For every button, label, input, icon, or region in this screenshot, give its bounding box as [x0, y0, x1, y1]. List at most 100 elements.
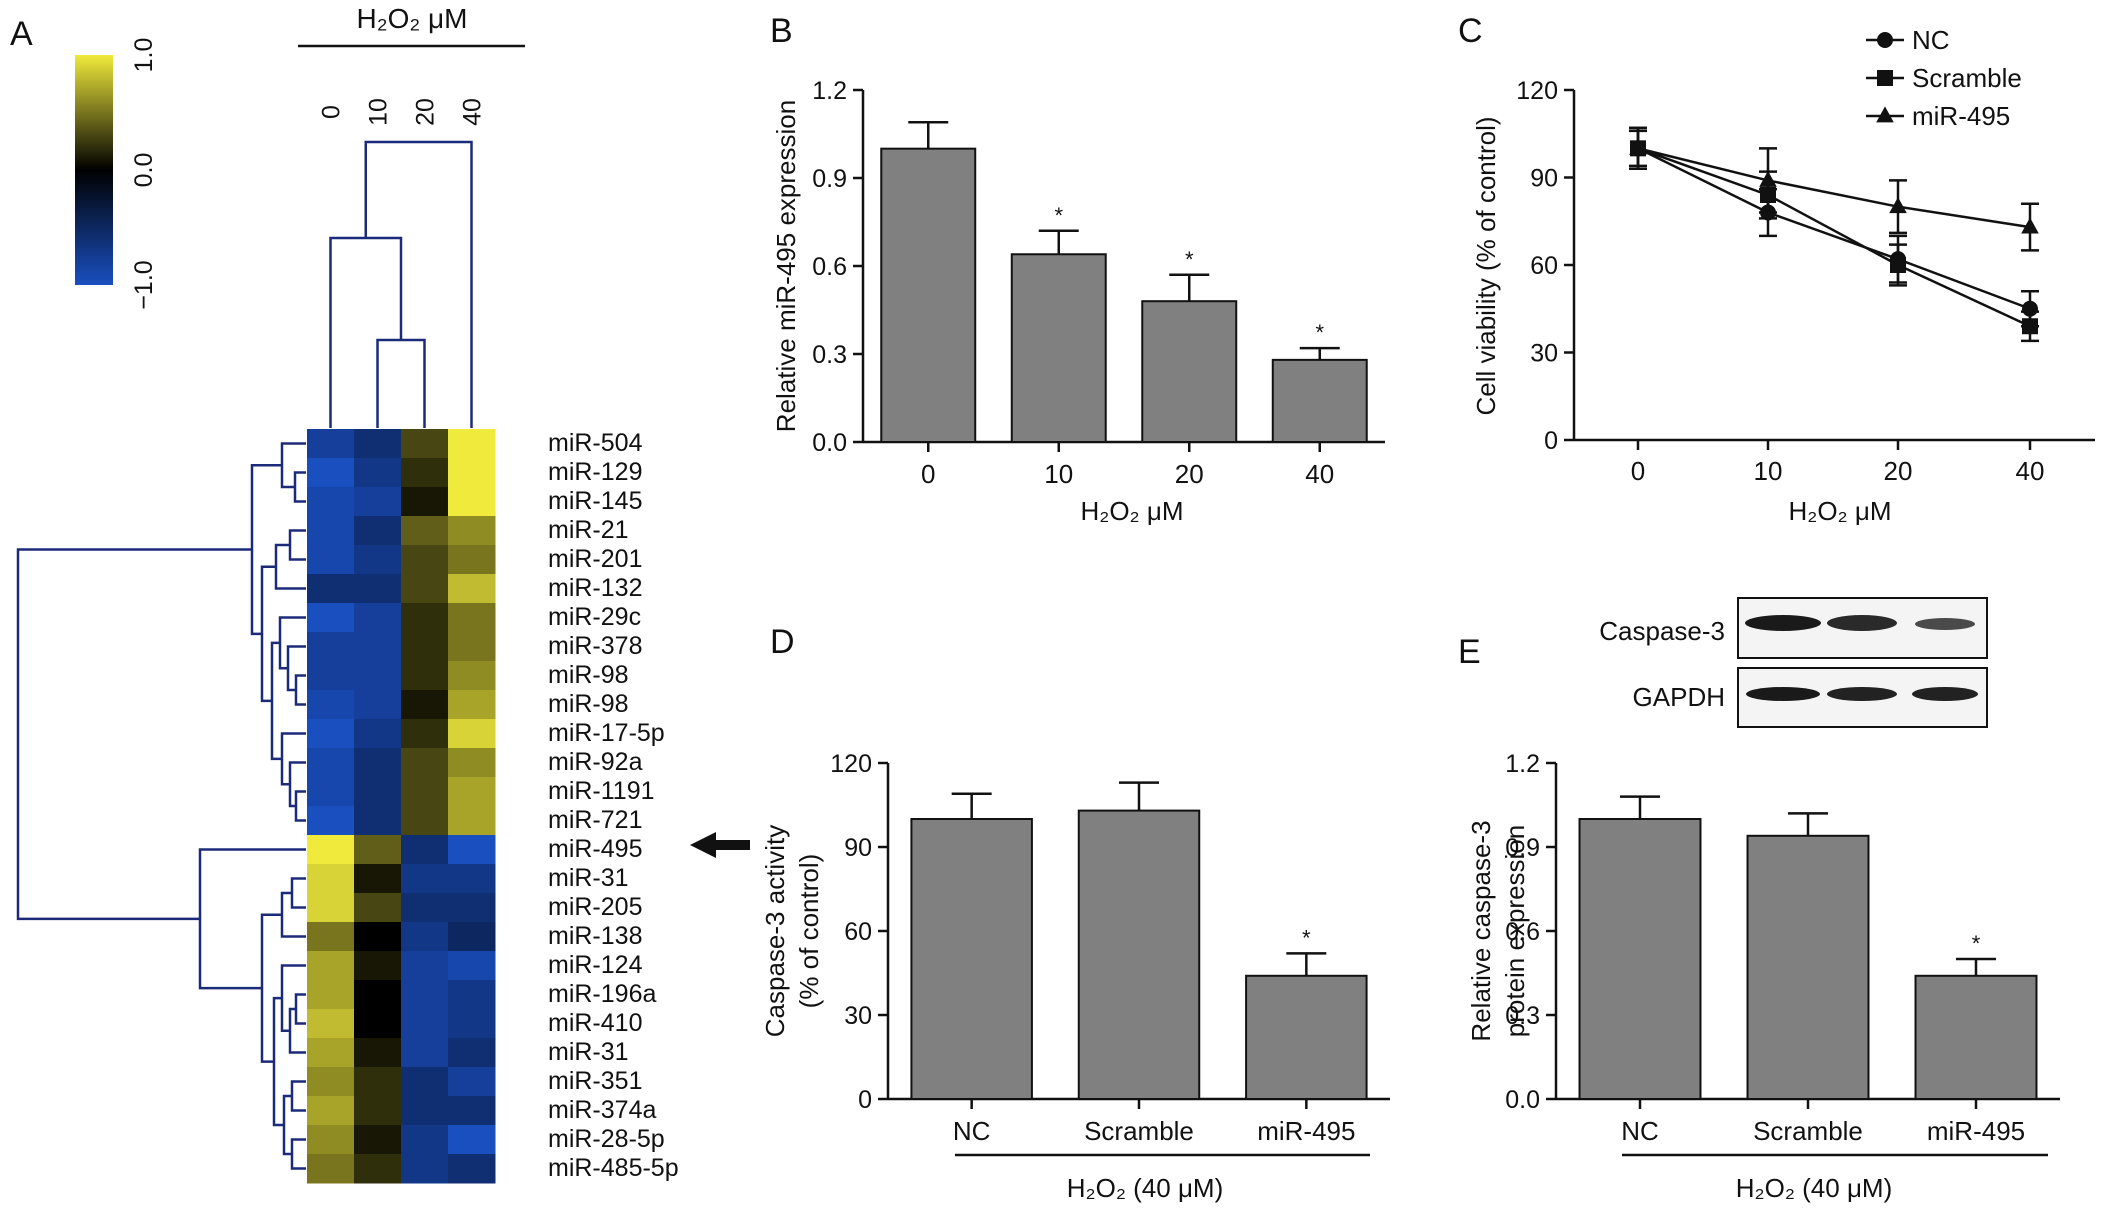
bar [1746, 834, 1870, 1100]
heatmap-cells [307, 429, 496, 1184]
heatmap-cell [307, 661, 355, 691]
heatmap-cell [448, 1009, 496, 1039]
heatmap-cell [354, 545, 402, 575]
dendrogram-branch [280, 964, 306, 1032]
blot-band [1912, 687, 1978, 701]
blot-band [1746, 687, 1820, 701]
heatmap-cell [354, 1096, 402, 1126]
heatmap-cell [401, 1125, 449, 1155]
heatmap-row-label: miR-196a [548, 980, 656, 1008]
heatmap-cell [448, 1125, 496, 1155]
heatmap-row-label: miR-201 [548, 545, 642, 573]
heatmap-cell [401, 487, 449, 517]
heatmap-cell [448, 574, 496, 604]
heatmap-cell [307, 922, 355, 952]
y-axis-label: Caspase-3 activity [760, 825, 790, 1037]
x-tick-label: 20 [1884, 456, 1913, 486]
heatmap-row-label: miR-410 [548, 1009, 642, 1037]
heatmap-column-label: 0 [318, 105, 346, 119]
heatmap-row-label: miR-1191 [548, 777, 655, 805]
heatmap-cell [401, 980, 449, 1010]
marker-triangle [1876, 106, 1894, 123]
heatmap-row-label: miR-145 [548, 487, 642, 515]
marker-square [1877, 70, 1893, 86]
heatmap-cell [448, 516, 496, 546]
heatmap-cell [401, 661, 449, 691]
panel-e: E Caspase-3 GAPDH 0.0 0.3 0.6 0.9 1.2 NC Scram… [1458, 597, 2060, 1203]
heatmap-cell [448, 1154, 496, 1184]
heatmap-cell [354, 980, 402, 1010]
heatmap-row-label: miR-98 [548, 690, 629, 718]
dendrogram-branch [294, 790, 306, 822]
x-tick-label: 20 [1175, 459, 1204, 489]
heatmap-row-label: miR-124 [548, 951, 643, 979]
panel-letter-c: C [1458, 12, 1483, 50]
x-axis-label: H₂O₂ μM [1788, 496, 1891, 526]
heatmap-cell [448, 719, 496, 749]
heatmap-column-labels: 0 10 20 40 [318, 98, 487, 126]
bar [1141, 300, 1238, 444]
heatmap-cell [354, 748, 402, 778]
heatmap-cell [307, 545, 355, 575]
heatmap-cell [307, 574, 355, 604]
dendrogram-branch [288, 529, 306, 561]
heatmap-cell [354, 893, 402, 923]
heatmap-row-label: miR-29c [548, 603, 641, 631]
heatmap-column-label: 20 [412, 98, 440, 126]
heatmap-row-label: miR-495 [548, 835, 642, 863]
heatmap-cell [401, 835, 449, 865]
heatmap-cell [448, 1096, 496, 1126]
heatmap-row-label: miR-17-5p [548, 719, 665, 747]
blot-band [1827, 615, 1897, 631]
x-tick-label: NC [1621, 1116, 1659, 1146]
heatmap-cell [401, 545, 449, 575]
bar [1245, 974, 1368, 1100]
heatmap-cell [354, 922, 402, 952]
heatmap-cell [307, 632, 355, 662]
y-tick-label: 1.2 [812, 77, 847, 105]
series-line [1637, 147, 2031, 328]
dendrogram-branch [364, 140, 473, 428]
y-tick-label: 0 [858, 1086, 872, 1114]
y-axis-label: protein expression [1500, 825, 1530, 1037]
heatmap-row-label: miR-31 [548, 1038, 629, 1066]
dendrogram-branch [250, 464, 282, 636]
heatmap-row-label: miR-98 [548, 661, 629, 689]
heatmap-cell [354, 1154, 402, 1184]
heatmap-cell [307, 1038, 355, 1068]
heatmap-row-label: miR-504 [548, 429, 643, 457]
significance-marker: * [1302, 925, 1311, 950]
western-blot: Caspase-3 GAPDH [1599, 597, 1988, 728]
heatmap-cell [401, 893, 449, 923]
colorbar-tick-label: −1.0 [130, 260, 158, 309]
legend-label: Scramble [1912, 63, 2022, 93]
heatmap-row-label: miR-31 [548, 864, 629, 892]
heatmap-cell [354, 864, 402, 894]
y-axis-label: Cell viability (% of control) [1471, 116, 1501, 415]
dendrogram-branch [329, 236, 403, 428]
heatmap-cell [448, 1038, 496, 1068]
dendrogram-branch [294, 674, 306, 706]
marker-triangle [1629, 138, 1647, 155]
heatmap-row-label: miR-485-5p [548, 1154, 679, 1182]
heatmap-cell [448, 951, 496, 981]
heatmap-row-label: miR-721 [548, 806, 642, 834]
heatmap-colorbar: 1.0 0.0 −1.0 [75, 38, 158, 310]
heatmap-cell [354, 719, 402, 749]
y-tick-label: 0.6 [812, 253, 847, 281]
y-tick-label: 120 [830, 750, 872, 778]
heatmap-cell [307, 835, 355, 865]
heatmap-cell [448, 661, 496, 691]
bar [1077, 809, 1201, 1100]
y-tick-label: 0.0 [812, 429, 847, 457]
y-tick-label: 0.3 [812, 341, 847, 369]
heatmap-cell [448, 632, 496, 662]
heatmap-cell [401, 1096, 449, 1126]
bar [880, 147, 977, 444]
panel-letter-a: A [10, 15, 33, 53]
heatmap-cell [354, 777, 402, 807]
heatmap-cell [307, 458, 355, 488]
heatmap-cell [401, 806, 449, 836]
heatmap-row-label: miR-28-5p [548, 1125, 665, 1153]
